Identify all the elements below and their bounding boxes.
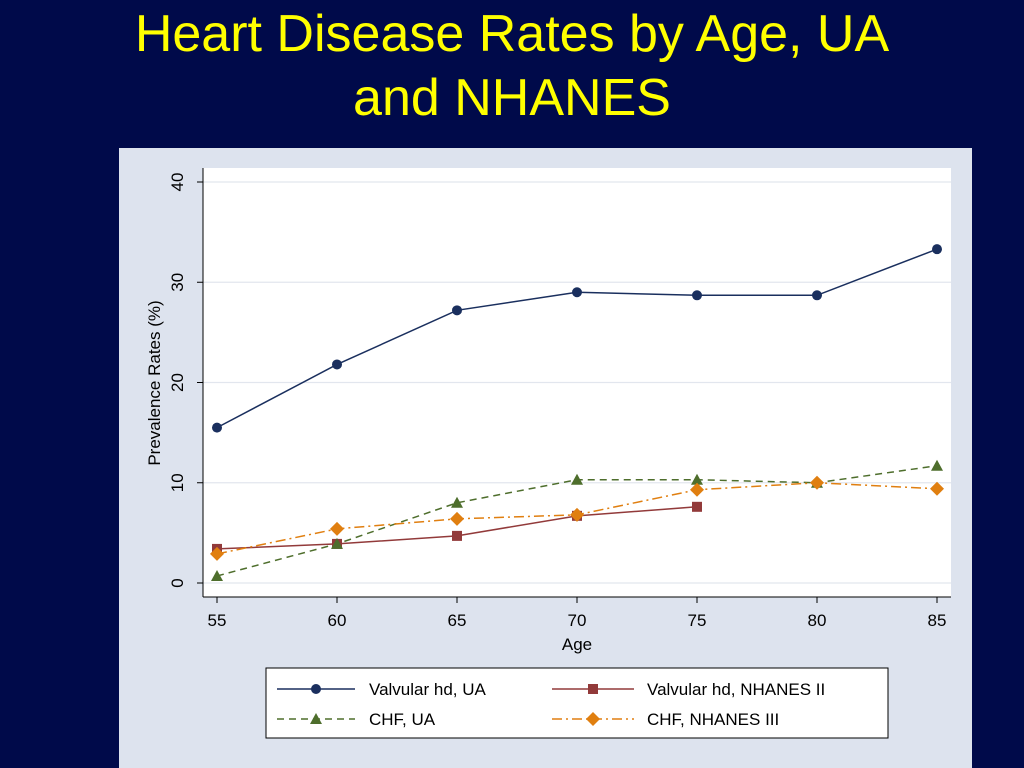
legend-label-4: CHF, NHANES III [647, 710, 779, 729]
data-point-series-1 [812, 290, 822, 301]
legend-box [265, 667, 889, 739]
y-tick-label: 0 [168, 578, 187, 587]
data-point-series-2 [452, 530, 462, 541]
y-tick-label: 40 [168, 173, 187, 192]
legend-label-1: Valvular hd, UA [369, 680, 487, 699]
x-axis-title: Age [562, 635, 592, 654]
data-point-series-1 [332, 359, 342, 370]
legend-marker-2 [588, 684, 598, 694]
data-point-series-4 [330, 521, 344, 536]
data-point-series-1 [932, 244, 942, 255]
legend-label-3: CHF, UA [369, 710, 436, 729]
data-point-series-3 [931, 459, 943, 471]
y-tick-label: 10 [168, 473, 187, 492]
slide-title: Heart Disease Rates by Age, UA and NHANE… [0, 2, 1024, 130]
data-point-series-3 [571, 473, 583, 485]
line-chart: 0 10 20 30 40 55 60 65 70 75 80 85 Age Prevalence Rat… [145, 168, 951, 739]
data-point-series-3 [451, 496, 463, 508]
data-point-series-3 [691, 473, 703, 485]
y-tick-label: 20 [168, 373, 187, 392]
data-point-series-4 [210, 546, 224, 561]
legend-marker-1 [311, 684, 321, 694]
legend-label-2: Valvular hd, NHANES II [647, 680, 825, 699]
y-tick-label: 30 [168, 273, 187, 292]
data-point-series-3 [331, 537, 343, 549]
data-point-series-4 [570, 507, 584, 522]
chart-panel: 0 10 20 30 40 55 60 65 70 75 80 85 Age Prevalence Rat… [119, 148, 972, 768]
y-axis-title: Prevalence Rates (%) [145, 300, 164, 465]
slide-title-line-1: Heart Disease Rates by Age, UA [134, 5, 890, 63]
legend-marker-3 [310, 713, 322, 724]
data-point-series-3 [211, 569, 223, 581]
data-point-series-4 [810, 475, 824, 490]
x-tick-label: 80 [808, 611, 827, 630]
x-tick-label: 75 [688, 611, 707, 630]
data-point-series-1 [452, 305, 462, 316]
slide-title-line-2: and NHANES [353, 69, 671, 127]
x-tick-label: 60 [328, 611, 347, 630]
x-tick-label: 65 [448, 611, 467, 630]
data-point-series-1 [212, 422, 222, 433]
x-tick-label: 55 [208, 611, 227, 630]
data-point-series-4 [930, 481, 944, 496]
data-point-series-2 [692, 501, 702, 512]
legend-marker-4 [586, 712, 600, 726]
data-point-series-1 [692, 290, 702, 301]
data-point-series-1 [572, 287, 582, 298]
data-point-series-4 [690, 482, 704, 497]
x-tick-label: 85 [928, 611, 947, 630]
x-tick-label: 70 [568, 611, 587, 630]
